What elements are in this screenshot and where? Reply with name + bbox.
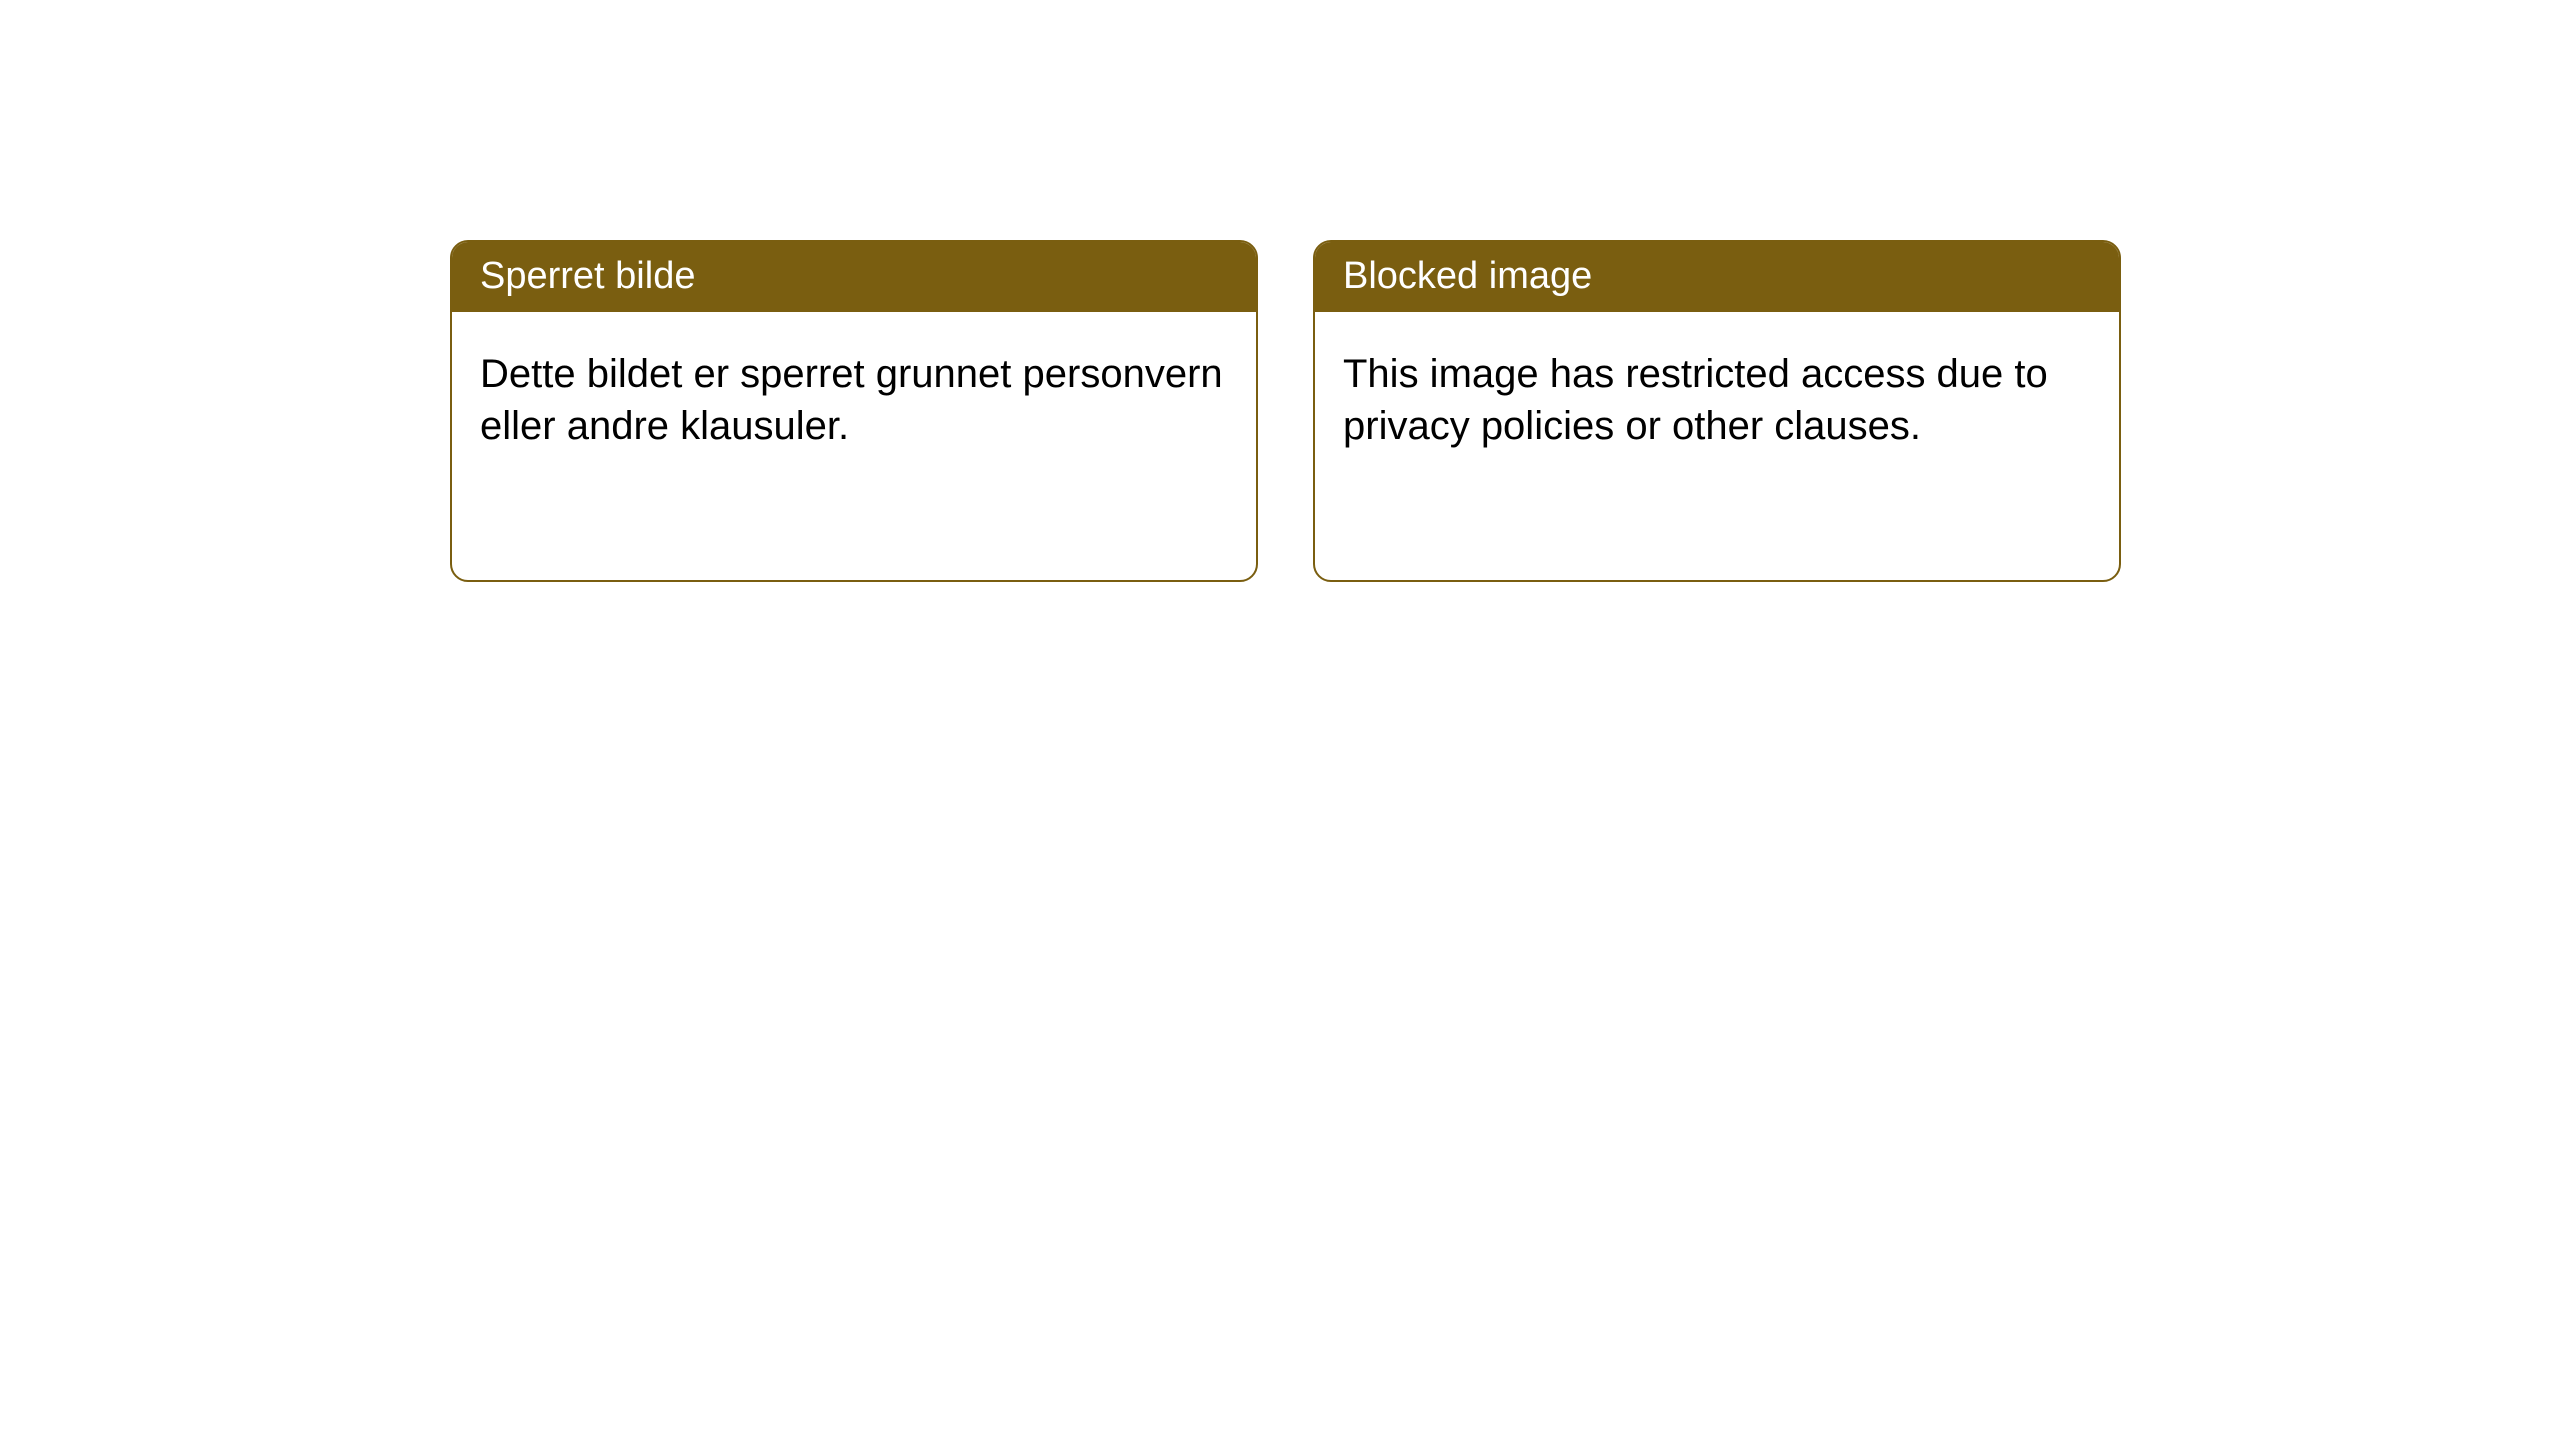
notice-card-english: Blocked image This image has restricted …: [1313, 240, 2121, 582]
notice-title: Sperret bilde: [480, 255, 695, 297]
notice-body: Dette bildet er sperret grunnet personve…: [452, 312, 1256, 488]
notice-header: Sperret bilde: [452, 242, 1256, 312]
notice-container: Sperret bilde Dette bildet er sperret gr…: [450, 240, 2560, 582]
notice-header: Blocked image: [1315, 242, 2119, 312]
notice-body: This image has restricted access due to …: [1315, 312, 2119, 488]
notice-card-norwegian: Sperret bilde Dette bildet er sperret gr…: [450, 240, 1258, 582]
notice-title: Blocked image: [1343, 255, 1592, 297]
notice-message: Dette bildet er sperret grunnet personve…: [480, 352, 1223, 448]
notice-message: This image has restricted access due to …: [1343, 352, 2048, 448]
